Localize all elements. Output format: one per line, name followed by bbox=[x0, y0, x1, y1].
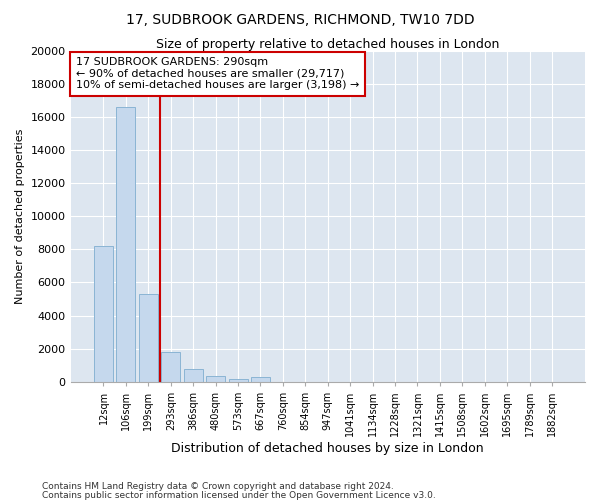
Text: 17 SUDBROOK GARDENS: 290sqm
← 90% of detached houses are smaller (29,717)
10% of: 17 SUDBROOK GARDENS: 290sqm ← 90% of det… bbox=[76, 57, 359, 90]
Text: Contains public sector information licensed under the Open Government Licence v3: Contains public sector information licen… bbox=[42, 490, 436, 500]
Bar bbox=[229, 378, 248, 382]
Title: Size of property relative to detached houses in London: Size of property relative to detached ho… bbox=[156, 38, 499, 51]
Bar bbox=[139, 294, 158, 382]
Bar bbox=[161, 352, 180, 382]
Bar bbox=[206, 376, 225, 382]
Text: 17, SUDBROOK GARDENS, RICHMOND, TW10 7DD: 17, SUDBROOK GARDENS, RICHMOND, TW10 7DD bbox=[125, 12, 475, 26]
Y-axis label: Number of detached properties: Number of detached properties bbox=[15, 128, 25, 304]
Bar bbox=[94, 246, 113, 382]
X-axis label: Distribution of detached houses by size in London: Distribution of detached houses by size … bbox=[172, 442, 484, 455]
Bar bbox=[184, 368, 203, 382]
Bar bbox=[116, 107, 136, 382]
Text: Contains HM Land Registry data © Crown copyright and database right 2024.: Contains HM Land Registry data © Crown c… bbox=[42, 482, 394, 491]
Bar bbox=[251, 377, 270, 382]
